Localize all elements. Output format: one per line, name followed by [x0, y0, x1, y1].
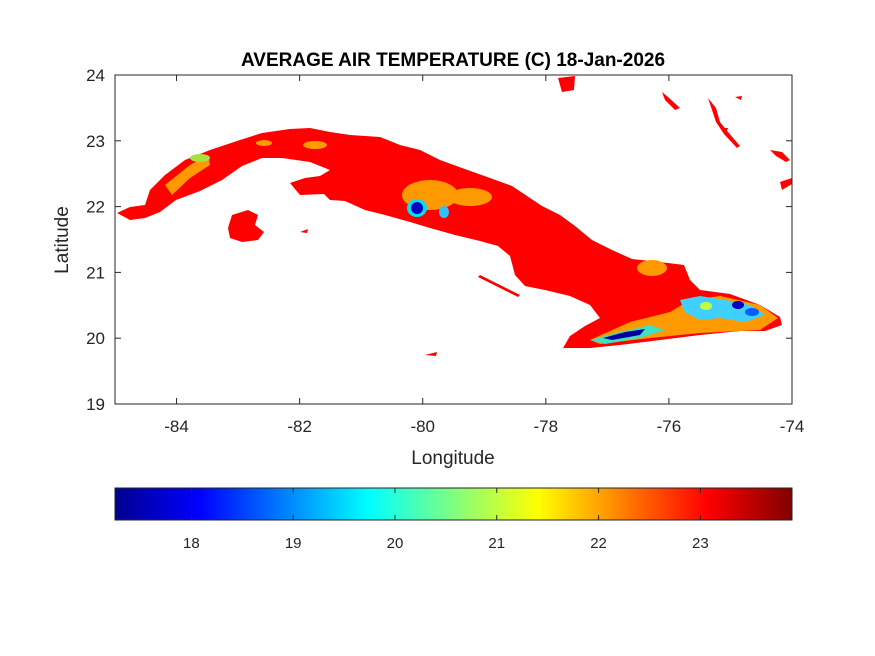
axes-box	[114, 74, 793, 405]
y-tick-label: 23	[86, 132, 105, 151]
y-tick-label: 21	[86, 263, 105, 282]
x-tick-label: -80	[410, 417, 435, 436]
colorbar-tick-label: 22	[590, 535, 607, 552]
temperature-field	[117, 76, 792, 356]
colorbar-ticks: 18 19 20 21 22 23	[183, 488, 709, 552]
isla-de-la-juventud	[228, 210, 264, 242]
x-tick-label: -82	[287, 417, 312, 436]
y-axis: 19 20 21 22 23 24	[86, 66, 792, 414]
colorbar	[114, 487, 793, 521]
y-tick-label: 19	[86, 395, 105, 414]
cool-highland-zone	[190, 154, 765, 344]
x-tick-label: -74	[780, 417, 805, 436]
colorbar-tick-label: 19	[285, 535, 302, 552]
orange-warm-zone	[165, 140, 778, 344]
cays-and-islets	[300, 76, 792, 356]
x-tick-label: -84	[164, 417, 189, 436]
y-axis-label: Latitude	[52, 206, 73, 274]
chart-title: AVERAGE AIR TEMPERATURE (C) 18-Jan-2026	[241, 50, 665, 71]
x-tick-label: -78	[534, 417, 559, 436]
colorbar-tick-label: 20	[387, 535, 404, 552]
y-tick-label: 20	[86, 329, 105, 348]
colorbar-tick-label: 18	[183, 535, 200, 552]
colorbar-tick-label: 21	[488, 535, 505, 552]
x-axis-label: Longitude	[411, 448, 494, 469]
x-axis: -84 -82 -80 -78 -76 -74	[164, 75, 804, 436]
x-tick-label: -76	[657, 417, 682, 436]
y-tick-label: 24	[86, 66, 105, 85]
cuba-main-island	[117, 128, 782, 348]
colorbar-tick-label: 23	[692, 535, 709, 552]
y-tick-label: 22	[86, 198, 105, 217]
